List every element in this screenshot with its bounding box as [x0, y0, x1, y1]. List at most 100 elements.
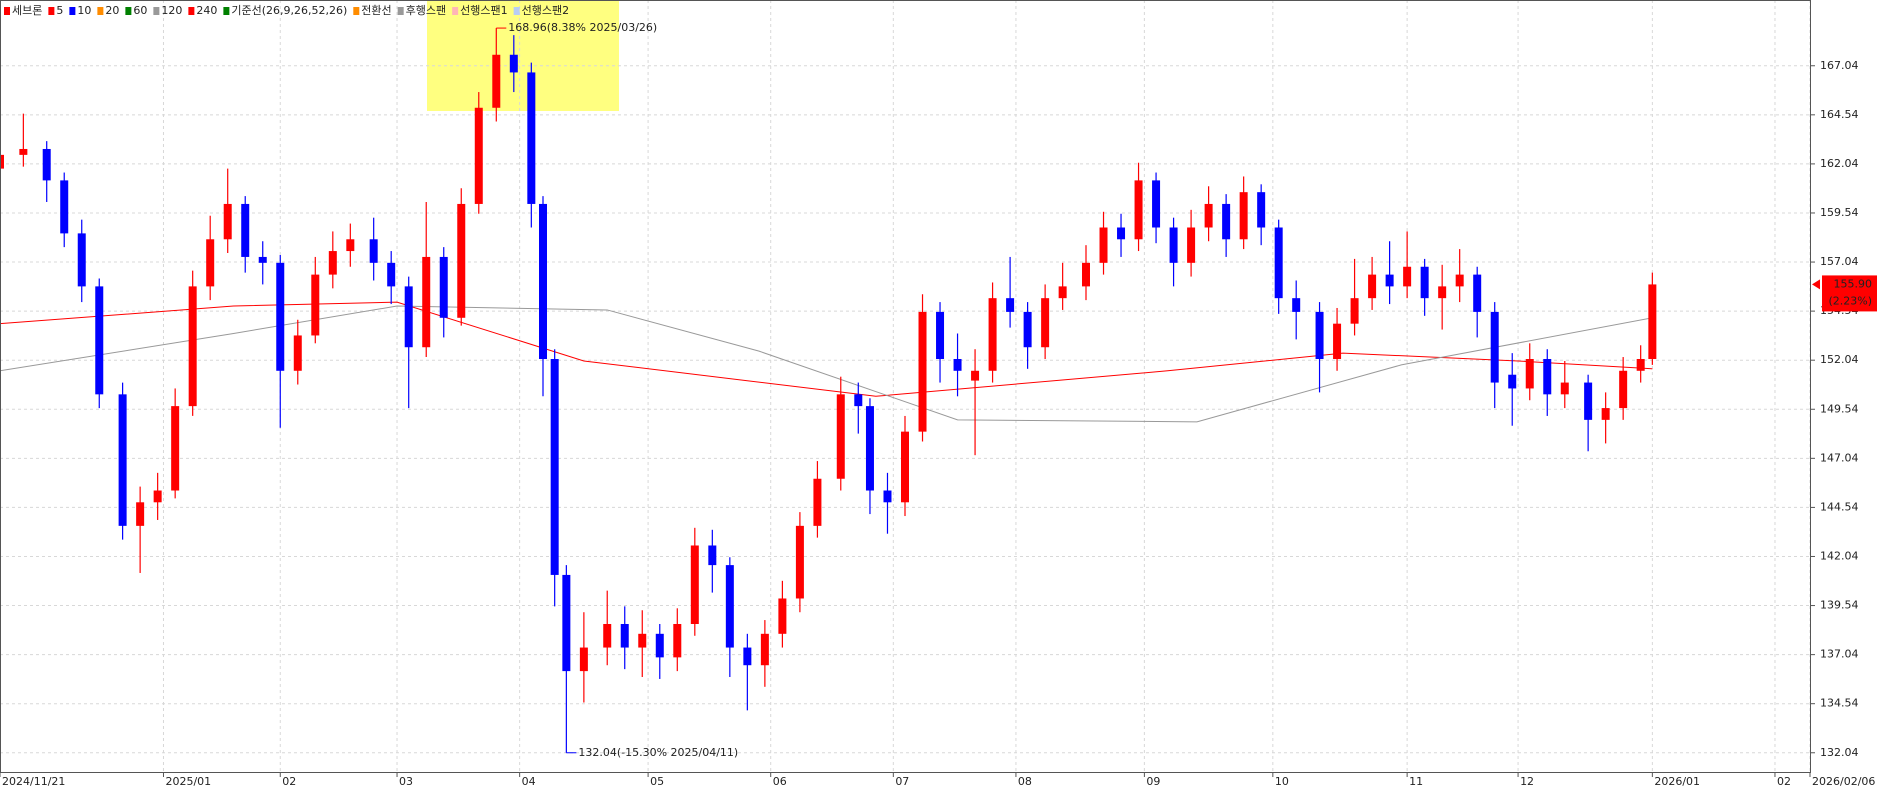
x-tick-label: 09 — [1146, 775, 1160, 788]
candle-body — [1333, 323, 1342, 360]
x-tick-label: 2026/01 — [1654, 775, 1700, 788]
legend-swatch — [188, 7, 195, 15]
y-tick-label: 147.04 — [1820, 451, 1859, 464]
legend-swatch — [513, 7, 520, 15]
x-tick-label: 05 — [650, 775, 664, 788]
candle-body — [539, 203, 547, 360]
y-tick-label: 134.54 — [1820, 697, 1859, 710]
candle-body — [620, 623, 629, 648]
legend-label: 10 — [77, 4, 91, 17]
candle-body — [153, 490, 162, 503]
candle-body — [1490, 311, 1499, 383]
legend-label: 세브론 — [12, 4, 42, 17]
x-tick-label: 02 — [282, 775, 296, 788]
y-tick-label: 142.04 — [1820, 549, 1859, 562]
candle-body — [579, 647, 588, 672]
candle-body — [725, 565, 734, 648]
legend-swatch — [125, 7, 132, 15]
x-tick-label: 10 — [1275, 775, 1289, 788]
legend-label: 240 — [196, 4, 217, 17]
candle-body — [19, 148, 28, 155]
y-tick-label: 132.04 — [1820, 746, 1859, 759]
candle-body — [1508, 374, 1517, 389]
max-label: 168.96(8.38% 2025/03/26) — [508, 21, 657, 34]
candle-body — [813, 478, 822, 526]
candle-body — [795, 525, 804, 599]
candle-body — [708, 545, 717, 566]
candle-body — [387, 262, 396, 287]
legend-swatch — [97, 7, 104, 15]
legend-label: 전환선 — [361, 4, 391, 17]
legend-label: 후행스팬 — [406, 4, 446, 17]
candle-body — [0, 154, 4, 169]
candle-body — [509, 54, 518, 73]
candle-body — [1438, 286, 1447, 299]
candle-body — [901, 431, 909, 503]
candle-body — [883, 490, 892, 503]
candle-body — [346, 239, 355, 252]
candle-body — [1257, 192, 1266, 228]
candle-body — [673, 623, 682, 658]
candle-body — [1403, 266, 1412, 287]
candle-body — [1082, 262, 1090, 287]
candle-body — [603, 623, 612, 648]
candle-body — [988, 298, 997, 371]
x-tick-label: 04 — [522, 775, 536, 788]
candle-body — [206, 239, 215, 287]
legend-label: 선행스팬1 — [460, 4, 507, 17]
candle-body — [1187, 227, 1196, 263]
candle-body — [60, 180, 69, 234]
legend-label: 기준선(26,9,26,52,26) — [231, 4, 347, 17]
y-tick-label: 167.04 — [1820, 59, 1859, 72]
candle-body — [1543, 359, 1552, 395]
candle-body — [1385, 274, 1394, 287]
candle-body — [1636, 359, 1645, 371]
candle-body — [638, 633, 647, 648]
legend-swatch — [452, 7, 459, 15]
candle-body — [760, 633, 769, 666]
legend-label: 20 — [105, 4, 119, 17]
candle-body — [474, 107, 483, 204]
x-tick-label: 06 — [773, 775, 787, 788]
candle-body — [1292, 298, 1301, 312]
candle-body — [223, 203, 232, 240]
legend-swatch — [69, 7, 76, 15]
candle-body — [258, 256, 267, 263]
last-change: (2.23%) — [1828, 294, 1872, 307]
candle-body — [171, 406, 180, 491]
x-tick-label: 2026/02/06 — [1812, 775, 1875, 788]
candle-body — [655, 633, 664, 658]
candle-body — [311, 274, 320, 336]
moving-average-line — [0, 305, 1653, 423]
candle-body — [1204, 203, 1213, 228]
candle-body — [404, 286, 413, 348]
y-tick-label: 157.04 — [1820, 255, 1859, 268]
candle-body — [118, 394, 127, 526]
legend-swatch — [48, 7, 55, 15]
plot-frame — [0, 0, 1811, 773]
candle-body — [836, 394, 845, 479]
candle-body — [1420, 266, 1429, 299]
legend-swatch — [353, 7, 360, 15]
candle-body — [293, 335, 302, 371]
y-tick-label: 164.54 — [1820, 108, 1859, 121]
candle-body — [241, 203, 250, 257]
candle-body — [439, 256, 448, 318]
legend-swatch — [4, 7, 10, 15]
y-tick-label: 159.54 — [1820, 206, 1859, 219]
candle-body — [918, 311, 927, 432]
candle-body — [422, 256, 431, 348]
candle-body — [1648, 284, 1657, 360]
y-tick-label: 139.54 — [1820, 599, 1859, 612]
candle-body — [854, 394, 863, 407]
y-tick-label: 162.04 — [1820, 157, 1859, 170]
y-tick-label: 152.04 — [1820, 353, 1859, 366]
candle-body — [1058, 286, 1067, 299]
candle-body — [95, 286, 104, 395]
candle-body — [1525, 359, 1534, 389]
candle-body — [369, 239, 378, 263]
candle-body — [492, 54, 501, 108]
candle-body — [1368, 274, 1377, 299]
candle-body — [1274, 227, 1283, 299]
